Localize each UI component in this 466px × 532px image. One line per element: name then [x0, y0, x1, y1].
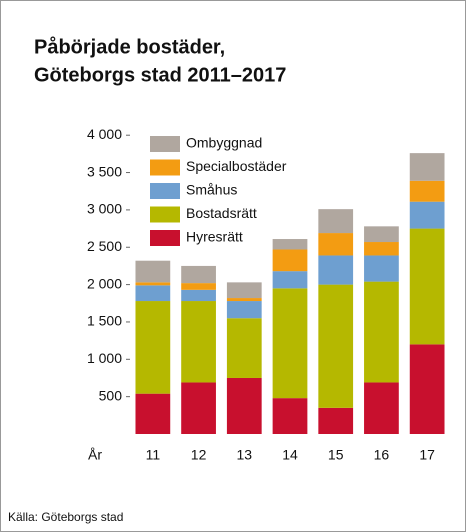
bar-segment	[318, 233, 354, 256]
bar-segment	[272, 249, 308, 272]
y-tick-label: 2 500	[87, 238, 122, 254]
bar-segment	[181, 289, 216, 302]
bar-segment	[318, 209, 354, 234]
legend-label: Hyresrätt	[186, 229, 243, 245]
bar-segment	[272, 288, 308, 399]
bar-segment	[135, 282, 171, 286]
y-tick-label: 4 000	[87, 126, 122, 142]
bar-segment	[318, 255, 354, 285]
x-axis-label: År	[88, 447, 102, 463]
bar-segment	[364, 281, 399, 383]
chart-title: Påbörjade bostäder,	[34, 35, 225, 58]
x-tick-label: 12	[191, 447, 207, 463]
bar-segment	[272, 239, 308, 250]
bar-segment	[318, 284, 354, 408]
bar-segment	[226, 282, 262, 299]
x-tick-label: 11	[146, 447, 161, 463]
bar-segment	[181, 301, 216, 383]
bar-segment	[364, 382, 399, 434]
bar-segment	[135, 260, 171, 283]
bar-segment	[409, 153, 445, 181]
bar-segment	[409, 344, 445, 434]
x-tick-label: 17	[419, 447, 435, 463]
y-tick-label: 500	[99, 387, 123, 403]
bar-segment	[364, 242, 399, 256]
x-tick-label: 15	[328, 447, 344, 463]
bar-segment	[226, 318, 262, 378]
bar-segment	[135, 301, 171, 394]
y-tick-label: 1 500	[87, 313, 122, 329]
y-tick-label: 3 500	[87, 163, 122, 179]
x-tick-label: 13	[236, 447, 252, 463]
bar-segment	[409, 228, 445, 345]
bar-segment	[409, 180, 445, 202]
legend-swatch	[150, 159, 180, 176]
x-tick-label: 14	[282, 447, 298, 463]
chart-title: Göteborgs stad 2011–2017	[34, 64, 286, 86]
source: Källa: Göteborgs stad	[8, 510, 123, 524]
legend-label: Ombyggnad	[186, 135, 262, 151]
bar-segment	[135, 393, 171, 434]
bar-segment	[226, 301, 262, 319]
legend-label: Specialbostäder	[186, 158, 287, 174]
bar-segment	[364, 255, 399, 282]
bar-segment	[364, 226, 399, 243]
legend-label: Bostadsrätt	[186, 205, 257, 221]
legend-swatch	[150, 206, 180, 223]
y-tick-label: 1 000	[87, 350, 122, 366]
bar-segment	[272, 398, 308, 434]
bar-segment	[181, 382, 216, 434]
bar-segment	[226, 298, 262, 302]
bar-segment	[181, 283, 216, 290]
y-tick-label: 3 000	[87, 201, 122, 217]
bar-segment	[409, 201, 445, 229]
bar-segment	[318, 407, 354, 434]
legend-swatch	[150, 183, 180, 199]
bar-segment	[226, 377, 262, 434]
legend-label: Småhus	[186, 182, 237, 198]
bar-segment	[135, 285, 171, 302]
bar-segment	[272, 271, 308, 289]
legend-swatch	[150, 136, 180, 152]
bar-segment	[181, 265, 216, 284]
x-tick-label: 16	[374, 447, 390, 463]
y-tick-label: 2 000	[87, 275, 122, 291]
legend-swatch	[150, 230, 180, 246]
